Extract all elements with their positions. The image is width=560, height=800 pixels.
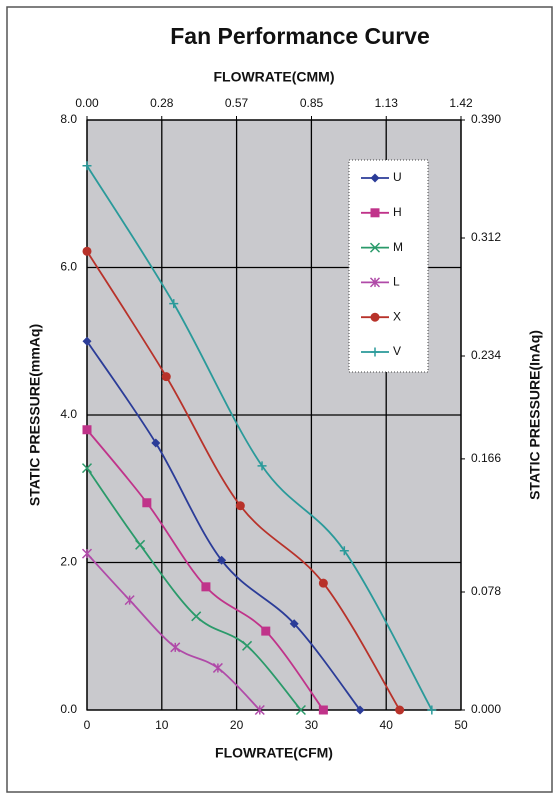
marker — [318, 705, 328, 715]
y2-tick-label: 0.390 — [471, 112, 501, 126]
marker — [318, 578, 328, 588]
legend-marker — [370, 173, 380, 183]
marker — [201, 582, 211, 592]
marker — [82, 246, 92, 256]
legend-marker — [370, 347, 380, 357]
y-tick-label: 2.0 — [60, 555, 77, 569]
x-tick-label: 20 — [230, 718, 244, 732]
legend-label: M — [393, 240, 403, 254]
legend-label: H — [393, 205, 402, 219]
x2-tick-label: 0.28 — [150, 96, 174, 110]
marker — [161, 372, 171, 382]
legend-marker — [370, 312, 380, 322]
series-line — [86, 340, 361, 711]
legend-marker — [369, 242, 381, 253]
x2-tick-label: 0.00 — [75, 96, 99, 110]
y2-tick-label: 0.166 — [471, 451, 501, 465]
marker — [217, 555, 227, 565]
y2-tick-label: 0.000 — [471, 702, 501, 716]
y2-axis-title: STATIC PRESSURE(InAq) — [527, 330, 543, 500]
marker — [261, 626, 271, 636]
chart-title: Fan Performance Curve — [170, 23, 429, 49]
marker — [81, 463, 93, 474]
y2-tick-label: 0.312 — [471, 230, 501, 244]
legend-marker — [370, 208, 380, 218]
x2-tick-label: 0.57 — [225, 96, 249, 110]
x2-tick-label: 1.42 — [449, 96, 473, 110]
marker — [289, 619, 299, 629]
x-tick-label: 10 — [155, 718, 169, 732]
legend-label: L — [393, 275, 400, 289]
marker — [142, 498, 152, 508]
x-tick-label: 50 — [454, 718, 468, 732]
marker — [82, 161, 92, 171]
y-tick-label: 6.0 — [60, 260, 77, 274]
marker — [81, 548, 93, 559]
marker — [254, 704, 265, 716]
marker — [135, 539, 146, 550]
legend-box — [348, 159, 429, 373]
x2-tick-label: 0.85 — [300, 96, 324, 110]
x-tick-label: 30 — [305, 718, 319, 732]
x-axis-title: FLOWRATE(CFM) — [215, 745, 333, 761]
marker — [242, 640, 253, 651]
legend: U H M L X V — [348, 159, 429, 373]
y-axis-title: STATIC PRESSURE(mmAq) — [27, 324, 43, 506]
marker — [295, 704, 306, 716]
y-tick-label: 8.0 — [60, 112, 77, 126]
marker — [339, 546, 349, 556]
x-tick-label: 40 — [380, 718, 394, 732]
marker — [427, 705, 437, 715]
marker — [355, 705, 365, 715]
marker — [170, 642, 181, 653]
y-tick-label: 4.0 — [60, 407, 77, 421]
marker — [257, 461, 267, 471]
marker — [82, 425, 92, 435]
x2-axis-title: FLOWRATE(CMM) — [213, 69, 334, 85]
legend-label: X — [393, 309, 401, 323]
y2-tick-label: 0.078 — [471, 584, 501, 598]
marker — [235, 501, 245, 511]
marker — [191, 611, 202, 622]
plot-border — [86, 119, 462, 711]
y-tick-label: 0.0 — [60, 702, 77, 716]
y2-tick-label: 0.234 — [471, 348, 501, 362]
marker — [395, 705, 405, 715]
marker — [124, 595, 135, 606]
marker — [151, 438, 161, 448]
marker — [82, 336, 92, 346]
legend-label: U — [393, 170, 402, 184]
marker — [169, 299, 179, 309]
marker — [212, 662, 223, 673]
x-tick-label: 0 — [84, 718, 91, 732]
legend-label: V — [393, 344, 401, 358]
x2-tick-label: 1.13 — [375, 96, 399, 110]
legend-marker — [369, 277, 381, 288]
